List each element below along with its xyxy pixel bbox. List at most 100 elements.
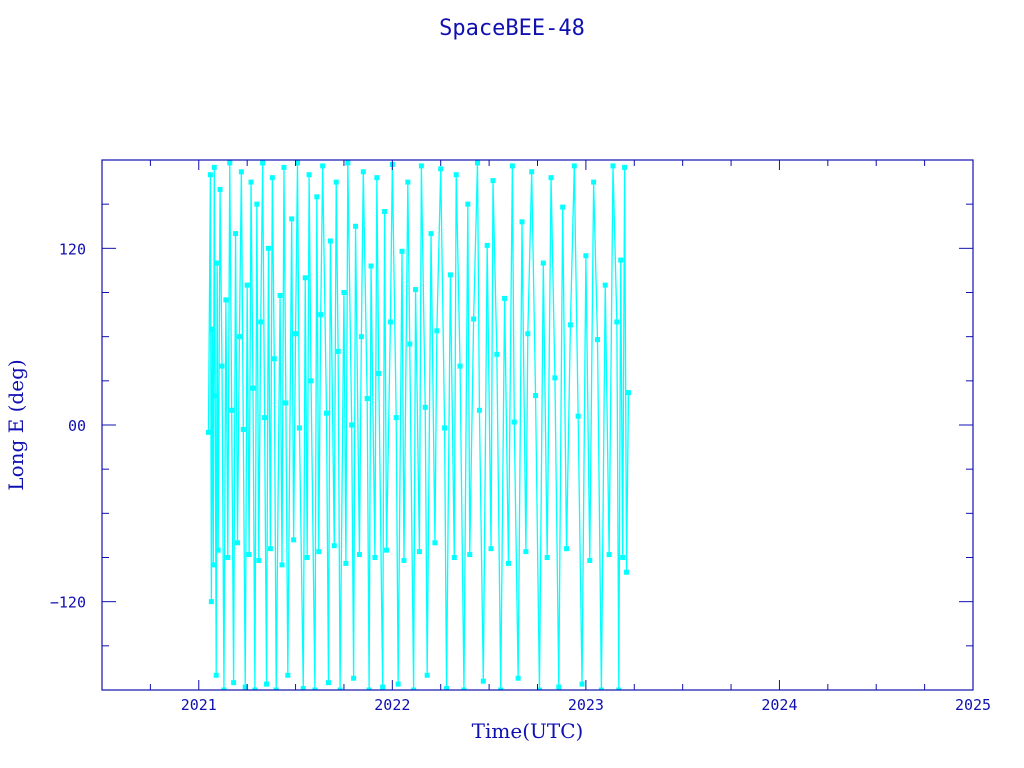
data-point: [293, 331, 299, 337]
data-point: [438, 166, 444, 172]
data-point: [294, 160, 300, 166]
data-point: [624, 569, 630, 575]
data-point: [447, 272, 453, 278]
data-point: [333, 179, 339, 185]
data-point: [318, 312, 324, 318]
y-tick-label: 00: [68, 417, 86, 435]
data-point: [418, 163, 424, 169]
data-point: [238, 169, 244, 175]
data-point: [595, 337, 601, 343]
data-point: [244, 282, 250, 288]
data-point: [335, 348, 341, 354]
data-point: [536, 687, 542, 690]
data-point: [267, 546, 273, 552]
data-point: [567, 322, 573, 328]
data-point: [480, 678, 486, 684]
x-tick-label: 2024: [761, 696, 797, 714]
data-point: [300, 686, 306, 690]
data-point: [399, 248, 405, 254]
data-point: [519, 219, 525, 225]
data-point: [242, 684, 248, 690]
data-point: [316, 549, 322, 555]
data-point: [616, 687, 622, 690]
data-point: [221, 687, 227, 690]
data-point: [620, 555, 626, 560]
data-point: [467, 552, 473, 558]
data-point: [490, 178, 496, 184]
data-point: [465, 201, 471, 207]
x-tick-label: 2025: [955, 696, 991, 714]
data-point: [564, 546, 570, 552]
y-tick-label: −120: [50, 594, 86, 612]
data-point: [250, 385, 256, 391]
data-point: [428, 231, 434, 237]
data-point: [358, 334, 364, 340]
data-point: [337, 687, 343, 690]
data-point: [476, 407, 482, 413]
data-point: [353, 223, 359, 229]
data-point: [248, 179, 254, 185]
data-point: [240, 426, 246, 432]
data-point: [236, 334, 242, 340]
data-point: [207, 172, 213, 178]
data-point: [213, 672, 219, 678]
series-line: [207, 162, 630, 690]
data-point: [306, 172, 312, 178]
data-point: [252, 687, 258, 690]
data-point: [405, 179, 411, 185]
data-point: [393, 415, 399, 421]
data-point: [502, 295, 508, 301]
data-point: [227, 160, 233, 166]
data-point: [351, 675, 357, 681]
x-axis-label: Time(UTC): [472, 719, 584, 743]
data-point: [540, 260, 546, 266]
data-point: [211, 164, 217, 170]
data-point: [209, 326, 215, 332]
data-point: [210, 562, 216, 568]
data-point: [453, 172, 459, 178]
data-point: [285, 672, 291, 678]
data-point: [461, 687, 467, 690]
data-point: [401, 557, 407, 563]
data-point: [364, 396, 370, 401]
data-point: [356, 552, 362, 558]
data-point: [343, 560, 349, 566]
data-point: [442, 425, 448, 431]
data-point: [341, 290, 347, 295]
data-point: [591, 179, 597, 185]
data-point: [331, 543, 337, 549]
data-point: [231, 680, 237, 686]
data-point: [314, 194, 320, 200]
data-point: [583, 253, 589, 259]
data-point: [320, 163, 326, 169]
data-point: [457, 363, 463, 369]
data-point: [233, 231, 239, 237]
data-point: [484, 242, 490, 248]
data-point: [474, 160, 480, 166]
data-point: [291, 537, 297, 543]
data-point: [509, 163, 515, 169]
data-point: [407, 341, 413, 347]
data-point: [376, 370, 382, 376]
data-point: [494, 351, 500, 357]
data-point: [234, 540, 240, 546]
data-point: [372, 555, 378, 560]
data-point: [552, 375, 558, 381]
data-point: [432, 540, 438, 546]
data-point: [256, 557, 262, 563]
data-point: [368, 263, 374, 269]
data-point: [434, 328, 440, 334]
data-point: [498, 687, 504, 690]
data-point: [225, 555, 231, 560]
data-point: [279, 562, 285, 568]
data-point: [610, 163, 616, 169]
series-group: [205, 160, 631, 690]
data-point: [269, 175, 275, 181]
data-point: [451, 555, 457, 560]
data-point: [416, 549, 422, 555]
data-point: [277, 292, 283, 298]
data-point: [515, 675, 521, 681]
data-point: [606, 552, 612, 558]
data-point: [380, 684, 386, 690]
data-point: [384, 547, 390, 553]
